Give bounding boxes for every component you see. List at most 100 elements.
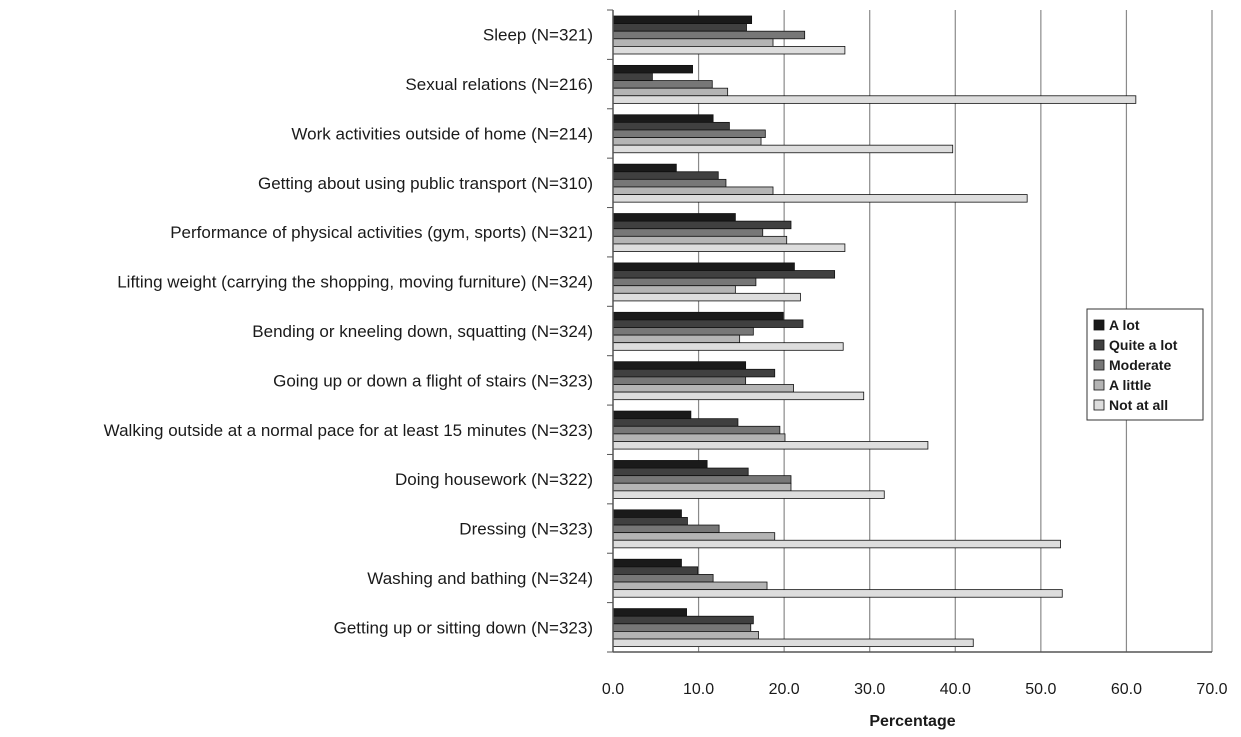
bar: [612, 64, 693, 74]
bar: [612, 129, 766, 138]
bar: [612, 631, 759, 640]
bar: [612, 615, 754, 625]
axes: 0.0 10.0 20.0 30.0 40.0 50.0 60.0 70.0: [602, 9, 1228, 698]
bar: [612, 243, 846, 252]
bar: [612, 220, 792, 230]
bar: [612, 38, 774, 47]
legend-swatch: [1093, 319, 1105, 331]
bar: [612, 441, 929, 450]
bar: [612, 334, 741, 344]
legend-label: Quite a lot: [1109, 337, 1178, 353]
legend-swatch: [1093, 399, 1105, 411]
bar: [612, 342, 844, 351]
category-label: Sexual relations (N=216): [405, 75, 593, 94]
category-labels: Sleep (N=321) Sexual relations (N=216) Wor…: [104, 26, 593, 638]
x-tick-label: 50.0: [1025, 681, 1056, 698]
bar: [612, 30, 806, 40]
bar: [612, 270, 836, 279]
category-label: Walking outside at a normal pace for at …: [104, 421, 593, 440]
x-tick-label: 10.0: [683, 681, 714, 698]
bar: [612, 319, 804, 328]
bar: [612, 311, 784, 321]
bar: [612, 194, 1028, 203]
bar: [612, 566, 699, 575]
bar: [612, 638, 974, 648]
category-label: Getting up or sitting down (N=323): [334, 618, 593, 637]
legend-label: Moderate: [1109, 357, 1171, 373]
bar: [612, 178, 727, 188]
bar: [612, 95, 1137, 104]
bar: [612, 532, 776, 541]
bar: [612, 171, 719, 180]
bar: [612, 475, 792, 484]
bar: [612, 558, 682, 568]
legend-swatch: [1093, 339, 1105, 351]
category-label: Washing and bathing (N=324): [367, 569, 593, 588]
bar: [612, 391, 865, 401]
bar: [612, 285, 736, 294]
bar: [612, 80, 713, 89]
bar: [612, 581, 768, 591]
x-axis-title: Percentage: [869, 713, 955, 730]
bar: [612, 376, 747, 385]
bar: [612, 574, 714, 583]
bar: [612, 467, 749, 477]
bar: [612, 228, 764, 237]
bar: [612, 213, 736, 222]
bar: [612, 460, 708, 469]
bar: [612, 589, 1063, 598]
x-tick-label: 0.0: [602, 681, 624, 698]
bar: [612, 46, 846, 55]
bar: [612, 114, 714, 123]
bar: [612, 425, 781, 435]
category-label: Sleep (N=321): [483, 26, 593, 45]
bar: [612, 482, 792, 492]
legend-label: A lot: [1109, 317, 1140, 333]
bar: [612, 539, 1061, 549]
bar: [612, 361, 747, 370]
bar: [612, 509, 682, 518]
bar: [612, 410, 692, 420]
x-tick-label: 70.0: [1196, 681, 1227, 698]
bar: [612, 433, 786, 442]
bar: [612, 517, 688, 526]
bar: [612, 368, 776, 378]
bar: [612, 235, 788, 245]
legend-label: Not at all: [1109, 397, 1168, 413]
bar: [612, 327, 754, 336]
category-label: Dressing (N=323): [459, 520, 593, 539]
category-label: Work activities outside of home (N=214): [291, 124, 593, 143]
legend-swatch: [1093, 359, 1105, 371]
category-label: Lifting weight (carrying the shopping, m…: [117, 273, 593, 292]
bar: [612, 277, 757, 287]
category-label: Getting about using public transport (N=…: [258, 174, 593, 193]
legend-swatch: [1093, 379, 1105, 391]
bar: [612, 524, 720, 534]
bar: [612, 384, 794, 393]
bar: [612, 137, 762, 146]
bar: [612, 262, 795, 271]
category-label: Going up or down a flight of stairs (N=3…: [273, 371, 593, 390]
bar: [612, 121, 730, 131]
category-label: Doing housework (N=322): [395, 470, 593, 489]
bar: [612, 144, 954, 154]
category-label: Bending or kneeling down, squatting (N=3…: [252, 322, 593, 341]
bar: [612, 608, 687, 617]
bars: [612, 15, 1137, 648]
bar: [612, 23, 747, 32]
x-tick-label: 40.0: [940, 681, 971, 698]
x-tick-label: 30.0: [854, 681, 885, 698]
bar: [612, 186, 774, 195]
bar: [612, 490, 885, 499]
bar: [612, 292, 801, 302]
legend-box: [1086, 308, 1204, 421]
bar: [612, 87, 729, 97]
bar: [612, 163, 677, 173]
x-tick-label: 60.0: [1111, 681, 1142, 698]
bar: [612, 72, 653, 81]
bar: [612, 15, 753, 24]
bar: [612, 623, 752, 632]
legend: A lot Quite a lot Moderate A little Not at a…: [1086, 308, 1204, 421]
bar: [612, 418, 739, 427]
